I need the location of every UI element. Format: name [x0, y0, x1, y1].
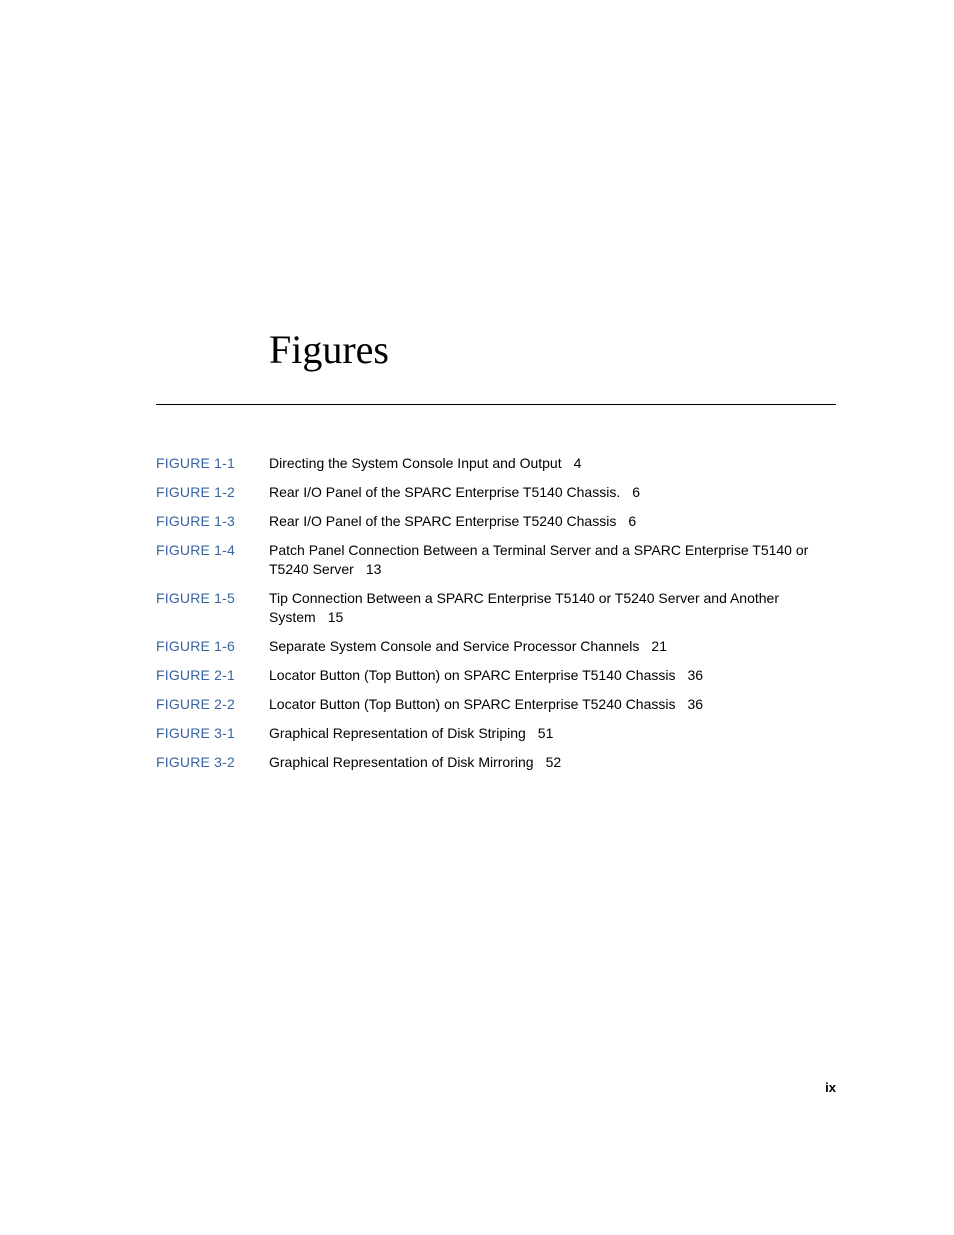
figure-description-text: Locator Button (Top Button) on SPARC Ent… [269, 667, 675, 683]
figure-link[interactable]: FIGURE 1-3 [156, 512, 269, 531]
figure-description-text: Tip Connection Between a SPARC Enterpris… [269, 590, 779, 625]
figure-list: FIGURE 1-1 Directing the System Console … [156, 454, 836, 782]
figure-entry: FIGURE 1-5 Tip Connection Between a SPAR… [156, 589, 836, 627]
figure-description: Patch Panel Connection Between a Termina… [269, 541, 836, 579]
figure-page-number: 15 [328, 609, 344, 625]
figure-link[interactable]: FIGURE 2-1 [156, 666, 269, 685]
figure-description-text: Rear I/O Panel of the SPARC Enterprise T… [269, 484, 620, 500]
figure-page-number: 36 [687, 667, 703, 683]
figure-description-text: Graphical Representation of Disk Stripin… [269, 725, 526, 741]
figure-link[interactable]: FIGURE 1-4 [156, 541, 269, 560]
figure-link[interactable]: FIGURE 1-6 [156, 637, 269, 656]
figure-entry: FIGURE 1-1 Directing the System Console … [156, 454, 836, 473]
figure-link[interactable]: FIGURE 1-5 [156, 589, 269, 608]
figure-description: Tip Connection Between a SPARC Enterpris… [269, 589, 836, 627]
figure-description-text: Separate System Console and Service Proc… [269, 638, 639, 654]
figure-page-number: 6 [628, 513, 636, 529]
figure-link[interactable]: FIGURE 3-2 [156, 753, 269, 772]
figure-entry: FIGURE 1-4 Patch Panel Connection Betwee… [156, 541, 836, 579]
figure-page-number: 4 [574, 455, 582, 471]
figure-page-number: 51 [538, 725, 554, 741]
horizontal-rule [156, 404, 836, 405]
figure-description: Locator Button (Top Button) on SPARC Ent… [269, 695, 836, 714]
document-page: Figures FIGURE 1-1 Directing the System … [0, 0, 954, 1235]
page-number: ix [825, 1080, 836, 1095]
figure-page-number: 13 [366, 561, 382, 577]
figure-description: Separate System Console and Service Proc… [269, 637, 836, 656]
figure-entry: FIGURE 3-2 Graphical Representation of D… [156, 753, 836, 772]
figure-link[interactable]: FIGURE 3-1 [156, 724, 269, 743]
figure-entry: FIGURE 1-6 Separate System Console and S… [156, 637, 836, 656]
figure-link[interactable]: FIGURE 1-2 [156, 483, 269, 502]
figure-description-text: Patch Panel Connection Between a Termina… [269, 542, 808, 577]
figure-description: Directing the System Console Input and O… [269, 454, 836, 473]
figure-link[interactable]: FIGURE 1-1 [156, 454, 269, 473]
figure-entry: FIGURE 1-2 Rear I/O Panel of the SPARC E… [156, 483, 836, 502]
figure-entry: FIGURE 2-2 Locator Button (Top Button) o… [156, 695, 836, 714]
figure-description-text: Locator Button (Top Button) on SPARC Ent… [269, 696, 675, 712]
figure-description-text: Rear I/O Panel of the SPARC Enterprise T… [269, 513, 616, 529]
figure-description: Graphical Representation of Disk Stripin… [269, 724, 836, 743]
figure-page-number: 52 [546, 754, 562, 770]
figure-link[interactable]: FIGURE 2-2 [156, 695, 269, 714]
figure-description-text: Graphical Representation of Disk Mirrori… [269, 754, 534, 770]
figure-page-number: 6 [632, 484, 640, 500]
figure-description: Rear I/O Panel of the SPARC Enterprise T… [269, 512, 836, 531]
figure-page-number: 21 [651, 638, 667, 654]
figure-entry: FIGURE 3-1 Graphical Representation of D… [156, 724, 836, 743]
page-title: Figures [269, 326, 389, 373]
figure-page-number: 36 [687, 696, 703, 712]
figure-description: Rear I/O Panel of the SPARC Enterprise T… [269, 483, 836, 502]
figure-entry: FIGURE 2-1 Locator Button (Top Button) o… [156, 666, 836, 685]
figure-entry: FIGURE 1-3 Rear I/O Panel of the SPARC E… [156, 512, 836, 531]
figure-description: Graphical Representation of Disk Mirrori… [269, 753, 836, 772]
figure-description: Locator Button (Top Button) on SPARC Ent… [269, 666, 836, 685]
figure-description-text: Directing the System Console Input and O… [269, 455, 562, 471]
